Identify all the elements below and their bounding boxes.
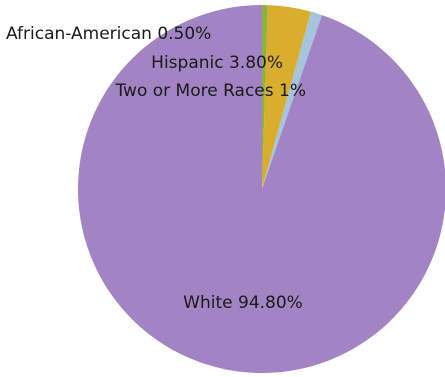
pie-slice-african-american: [262, 4, 268, 189]
pie-slice-two-or-more-races: [262, 11, 323, 189]
slice-label-white: White 94.80%: [183, 293, 303, 313]
slice-label-two-or-more-races: Two or More Races 1%: [114, 81, 306, 101]
slice-label-african-american: African-American 0.50%: [6, 24, 211, 44]
pie-slice-white: [78, 5, 445, 373]
pie-slice-hispanic: [262, 5, 312, 190]
slice-label-hispanic: Hispanic 3.80%: [151, 53, 283, 73]
pie-slices: [78, 4, 445, 373]
